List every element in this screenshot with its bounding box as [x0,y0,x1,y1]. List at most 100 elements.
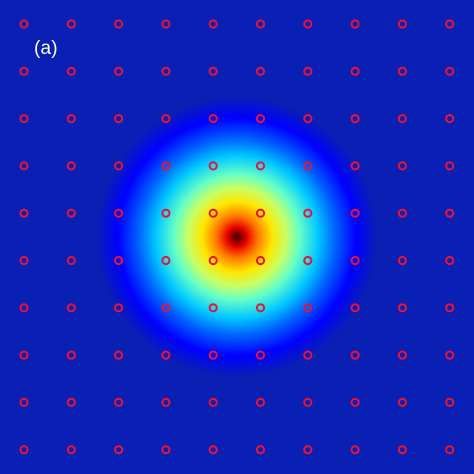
marker-point [161,445,171,455]
marker-point [114,350,124,360]
marker-point [397,208,407,218]
marker-point [114,303,124,313]
marker-point [208,255,218,266]
marker-point [66,255,76,266]
marker-point [445,303,455,313]
marker-point [114,255,124,266]
marker-point [208,19,218,29]
marker-point [19,161,29,171]
marker-point [350,208,360,218]
marker-point [445,255,455,266]
marker-point [161,397,171,407]
marker-point [161,255,171,266]
marker-point [161,303,171,313]
marker-point [208,208,218,218]
marker-point [255,114,266,124]
marker-point [445,445,455,455]
marker-point [66,19,76,29]
marker-point [255,66,266,76]
marker-point [19,208,29,218]
marker-point [445,161,455,171]
marker-point [303,303,313,313]
marker-point [445,208,455,218]
marker-point [19,255,29,266]
marker-point [208,350,218,360]
marker-point [208,161,218,171]
marker-point [397,66,407,76]
marker-point [255,255,266,266]
marker-point [445,350,455,360]
marker-point [66,161,76,171]
marker-point [255,445,266,455]
marker-point [114,19,124,29]
marker-point [255,208,266,218]
marker-point [19,114,29,124]
marker-point [303,161,313,171]
marker-point [114,114,124,124]
marker-point [208,445,218,455]
marker-point [161,350,171,360]
marker-point [397,19,407,29]
marker-point [114,161,124,171]
marker-point [350,397,360,407]
marker-point [255,397,266,407]
marker-point [350,161,360,171]
marker-point [161,19,171,29]
marker-point [350,350,360,360]
marker-point [114,208,124,218]
marker-point [303,445,313,455]
marker-point [397,255,407,266]
marker-point [208,303,218,313]
marker-point [303,19,313,29]
marker-point [66,350,76,360]
marker-point [350,303,360,313]
marker-point [445,66,455,76]
marker-point [19,445,29,455]
marker-point [161,114,171,124]
marker-point [445,19,455,29]
marker-point [66,445,76,455]
marker-point [19,66,29,76]
marker-point [303,66,313,76]
marker-point [66,208,76,218]
panel-label: (a) [34,38,58,59]
marker-point [303,208,313,218]
marker-point [350,19,360,29]
marker-point [161,161,171,171]
marker-point [208,397,218,407]
marker-point [114,66,124,76]
marker-point [255,19,266,29]
marker-point [114,397,124,407]
marker-point [397,161,407,171]
marker-point [66,397,76,407]
marker-point [208,114,218,124]
marker-point [445,114,455,124]
marker-point [397,303,407,313]
marker-point [397,350,407,360]
marker-point [19,350,29,360]
marker-point [303,350,313,360]
marker-point [208,66,218,76]
marker-point [114,445,124,455]
marker-point [66,114,76,124]
marker-point [303,114,313,124]
marker-point [397,397,407,407]
marker-point [19,19,29,29]
marker-point [255,303,266,313]
marker-point [445,397,455,407]
marker-point [350,114,360,124]
marker-point [19,397,29,407]
marker-point [350,445,360,455]
marker-point [66,66,76,76]
marker-point [66,303,76,313]
marker-point [397,445,407,455]
marker-point [350,66,360,76]
marker-point [255,350,266,360]
marker-point [350,255,360,266]
marker-point [161,208,171,218]
marker-point [19,303,29,313]
marker-point [161,66,171,76]
marker-point [397,114,407,124]
